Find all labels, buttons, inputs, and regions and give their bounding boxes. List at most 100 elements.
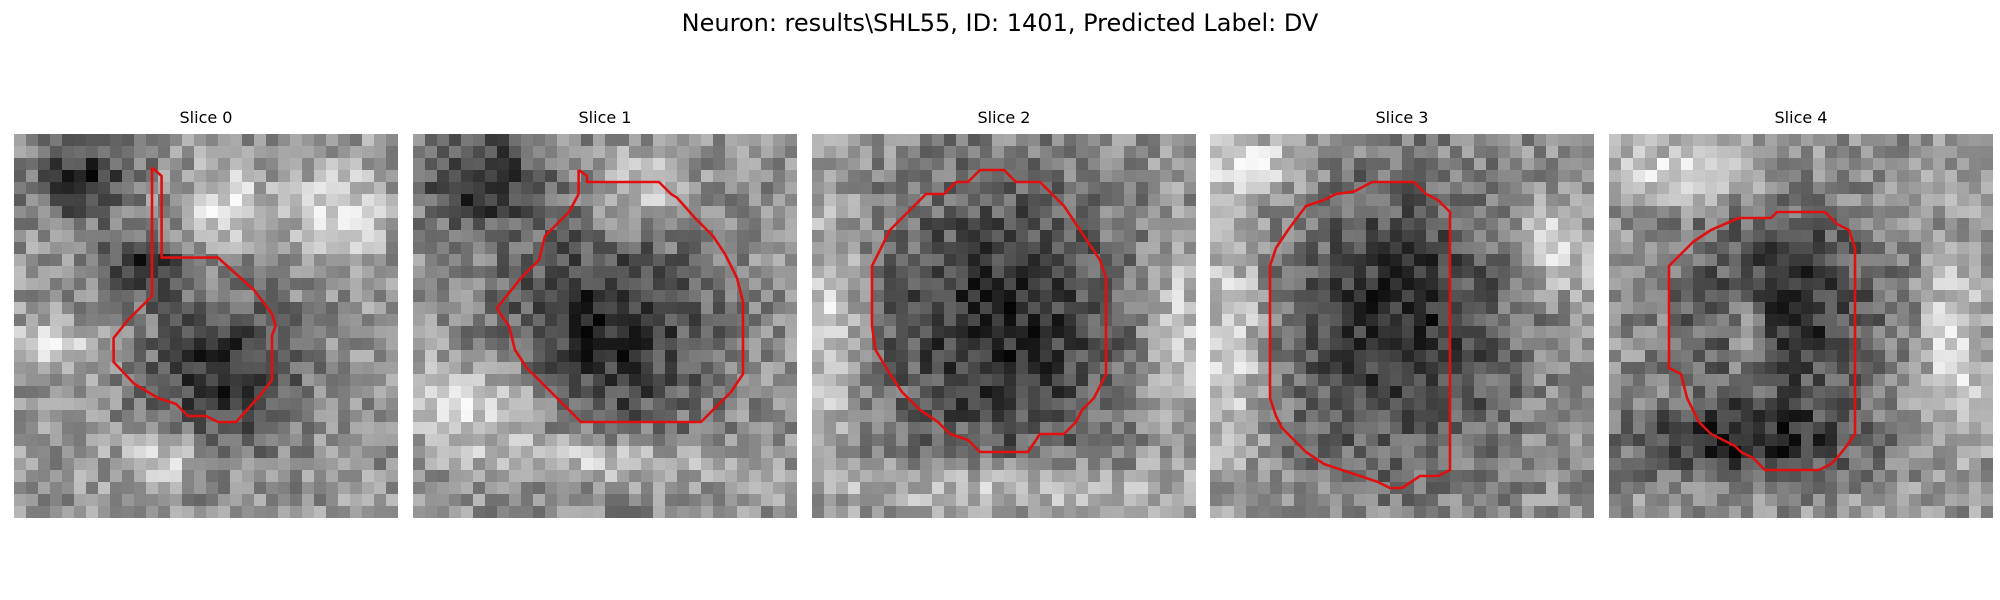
image-pixel (1849, 146, 1862, 159)
image-pixel (968, 422, 981, 435)
image-pixel (1645, 266, 1658, 279)
image-pixel (1705, 338, 1718, 351)
image-pixel (146, 506, 159, 518)
image-pixel (533, 446, 546, 459)
image-pixel (266, 254, 279, 267)
image-pixel (968, 350, 981, 363)
image-pixel (218, 134, 231, 147)
image-pixel (1330, 290, 1343, 303)
image-pixel (98, 242, 111, 255)
image-pixel (1450, 482, 1463, 495)
image-pixel (1633, 422, 1646, 435)
image-pixel (473, 362, 486, 375)
image-pixel (1342, 146, 1355, 159)
image-pixel (1633, 254, 1646, 267)
image-pixel (677, 410, 690, 423)
image-pixel (461, 326, 474, 339)
image-pixel (1813, 194, 1826, 207)
image-pixel (521, 158, 534, 171)
image-pixel (1210, 194, 1223, 207)
image-pixel (1390, 182, 1403, 195)
image-pixel (1873, 446, 1886, 459)
image-pixel (134, 266, 147, 279)
image-pixel (1148, 302, 1161, 315)
image-pixel (1390, 434, 1403, 447)
image-pixel (1885, 362, 1898, 375)
image-pixel (1534, 230, 1547, 243)
image-pixel (653, 374, 666, 387)
image-pixel (1909, 134, 1922, 147)
image-pixel (629, 278, 642, 291)
image-pixel (836, 254, 849, 267)
image-pixel (86, 182, 99, 195)
image-pixel (1873, 362, 1886, 375)
image-pixel (86, 410, 99, 423)
image-pixel (992, 374, 1005, 387)
image-pixel (785, 470, 797, 483)
image-pixel (617, 182, 630, 195)
image-pixel (509, 446, 522, 459)
image-pixel (1981, 158, 1993, 171)
image-pixel (134, 254, 147, 267)
image-pixel (1558, 410, 1571, 423)
image-pixel (545, 458, 558, 471)
image-pixel (449, 290, 462, 303)
image-pixel (749, 386, 762, 399)
image-pixel (278, 230, 291, 243)
image-pixel (338, 146, 351, 159)
image-pixel (1765, 218, 1778, 231)
image-pixel (677, 482, 690, 495)
image-pixel (314, 206, 327, 219)
image-pixel (1582, 482, 1594, 495)
image-pixel (824, 278, 837, 291)
image-pixel (1354, 194, 1367, 207)
image-pixel (1390, 350, 1403, 363)
image-pixel (158, 158, 171, 171)
image-pixel (1124, 182, 1137, 195)
image-pixel (593, 326, 606, 339)
image-pixel (1160, 194, 1173, 207)
image-pixel (581, 422, 594, 435)
image-pixel (1645, 350, 1658, 363)
image-pixel (1777, 290, 1790, 303)
image-pixel (1414, 290, 1427, 303)
image-pixel (569, 422, 582, 435)
image-pixel (110, 434, 123, 447)
image-pixel (1657, 194, 1670, 207)
image-pixel (884, 422, 897, 435)
image-pixel (992, 458, 1005, 471)
image-pixel (1633, 458, 1646, 471)
image-pixel (98, 302, 111, 315)
image-pixel (689, 266, 702, 279)
image-pixel (569, 338, 582, 351)
image-pixel (1438, 254, 1451, 267)
image-pixel (653, 410, 666, 423)
image-pixel (641, 422, 654, 435)
image-pixel (725, 338, 738, 351)
image-pixel (1462, 506, 1475, 518)
image-pixel (1172, 278, 1185, 291)
image-pixel (1801, 386, 1814, 399)
slice-title: Slice 4 (1774, 108, 1828, 127)
image-pixel (1160, 170, 1173, 183)
image-pixel (1148, 422, 1161, 435)
image-pixel (749, 146, 762, 159)
image-pixel (1354, 506, 1367, 518)
image-pixel (677, 314, 690, 327)
image-pixel (158, 482, 171, 495)
image-pixel (1390, 326, 1403, 339)
image-pixel (1717, 458, 1730, 471)
image-pixel (1184, 458, 1196, 471)
image-pixel (194, 194, 207, 207)
image-pixel (1813, 290, 1826, 303)
image-pixel (1789, 374, 1802, 387)
image-pixel (134, 374, 147, 387)
image-pixel (1621, 266, 1634, 279)
image-pixel (836, 134, 849, 147)
image-pixel (485, 362, 498, 375)
image-pixel (1981, 278, 1993, 291)
image-pixel (1657, 374, 1670, 387)
image-pixel (1462, 494, 1475, 507)
image-pixel (1004, 506, 1017, 518)
image-pixel (1486, 218, 1499, 231)
